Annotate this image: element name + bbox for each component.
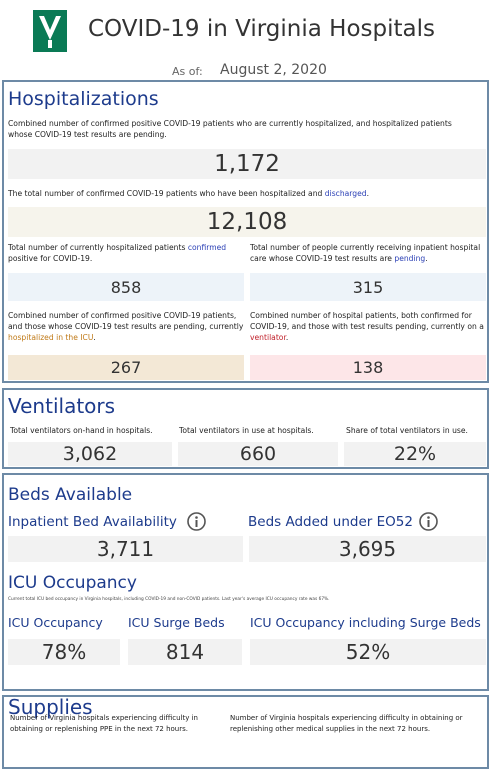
metric-label: ICU Occupancy including Surge Beds: [250, 615, 481, 630]
metric-value: 660: [178, 442, 338, 466]
metric-label: ICU Occupancy: [8, 615, 103, 630]
text: The total number of confirmed COVID-19 p…: [8, 189, 325, 198]
description: Total number of people currently receivi…: [250, 242, 486, 264]
metric-value: 315: [250, 273, 486, 301]
metric-label: Share of total ventilators in use.: [346, 426, 468, 435]
as-of-date: August 2, 2020: [220, 62, 327, 78]
metric-value: 3,062: [8, 442, 172, 466]
highlight: confirmed: [187, 243, 227, 252]
logo: [33, 10, 67, 52]
text: .: [93, 333, 96, 342]
description: Combined number of confirmed positive CO…: [8, 310, 244, 343]
metric-value: 3,711: [8, 536, 243, 562]
description: Combined number of hospital patients, bo…: [250, 310, 486, 343]
metric-value: 267: [8, 355, 244, 380]
info-icon[interactable]: [418, 511, 439, 532]
metric-value: 814: [128, 639, 242, 665]
as-of-label: As of:: [172, 65, 203, 78]
highlight: hospitalized in the ICU: [8, 333, 94, 342]
page-title: COVID-19 in Virginia Hospitals: [88, 16, 435, 42]
section-title: Hospitalizations: [8, 88, 159, 110]
description: Total number of currently hospitalized p…: [8, 242, 238, 264]
metric-value: 22%: [344, 442, 486, 466]
metric-label: Total ventilators on-hand in hospitals.: [10, 426, 153, 435]
ventilators-section: Ventilators Total ventilators on-hand in…: [2, 388, 489, 469]
metric-label: Number of Virginia hospitals experiencin…: [10, 714, 198, 733]
text: positive for COVID-19.: [8, 254, 93, 263]
metric-value: 52%: [250, 639, 486, 665]
section-title: ICU Occupancy: [8, 573, 137, 593]
section-title: Beds Available: [8, 485, 133, 505]
metric-value: 78%: [8, 639, 120, 665]
text: Total number of people currently receivi…: [250, 243, 481, 263]
description: Combined number of confirmed positive CO…: [8, 119, 452, 139]
metric-label: Inpatient Bed Availability: [8, 514, 177, 530]
metric-label: Beds Added under EO52: [248, 514, 413, 530]
text: .: [366, 189, 370, 198]
note: Current total ICU bed occupancy in Virgi…: [8, 597, 330, 602]
section-title: Ventilators: [8, 394, 116, 418]
info-icon[interactable]: [186, 511, 207, 532]
metric-value: 138: [250, 355, 486, 380]
text: Total number of currently hospitalized p…: [8, 243, 188, 252]
supplies-section: Supplies Number of Virginia hospitals ex…: [2, 695, 489, 769]
highlight: pending: [394, 254, 426, 263]
text: Combined number of confirmed positive CO…: [8, 311, 244, 331]
metric-value: 858: [8, 273, 244, 301]
metric-label: ICU Surge Beds: [128, 615, 225, 630]
highlight: ventilator: [250, 333, 286, 342]
metric-label: Total ventilators in use at hospitals.: [179, 426, 314, 435]
metric-value: 1,172: [8, 149, 486, 179]
metric-value: 3,695: [249, 536, 486, 562]
hospitalizations-section: Hospitalizations Combined number of conf…: [2, 80, 489, 383]
text: Combined number of hospital patients, bo…: [250, 311, 484, 331]
metric-value: 12,108: [8, 207, 486, 237]
highlight: discharged: [324, 189, 367, 198]
beds-section: Beds Available Inpatient Bed Availabilit…: [2, 473, 489, 691]
text: .: [285, 333, 289, 342]
section-title: Supplies: [8, 695, 93, 719]
description: The total number of confirmed COVID-19 p…: [8, 188, 483, 199]
text: .: [425, 254, 428, 263]
metric-label: Number of Virginia hospitals experiencin…: [230, 714, 463, 733]
